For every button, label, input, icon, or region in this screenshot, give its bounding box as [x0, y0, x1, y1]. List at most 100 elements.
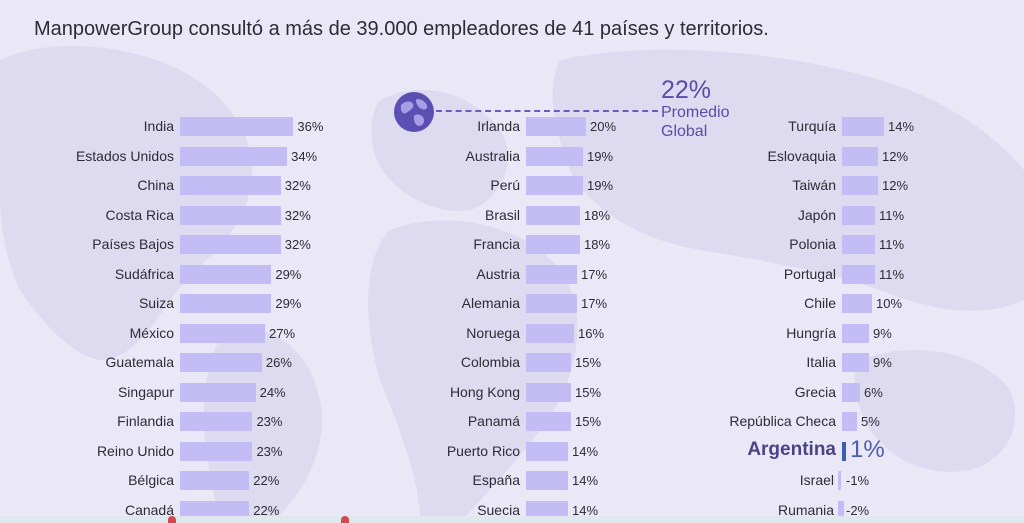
country-value: 9%: [873, 355, 892, 370]
country-bar: [180, 382, 256, 402]
country-bar: [180, 235, 281, 254]
country-label: India: [143, 118, 174, 134]
country-value: -2%: [846, 502, 870, 518]
country-value: 11%: [879, 266, 905, 282]
country-value: 11%: [879, 207, 905, 223]
country-value: 22%: [253, 502, 280, 518]
country-label: Guatemala: [105, 354, 174, 370]
country-value: 17%: [581, 266, 608, 282]
country-bar: [526, 205, 580, 225]
country-label: Australia: [465, 147, 520, 164]
taskbar-app-icon[interactable]: [341, 516, 349, 523]
taskbar-app-icon[interactable]: [168, 516, 176, 523]
country-bar: [180, 146, 288, 166]
country-value: 26%: [265, 355, 292, 370]
country-label: China: [137, 177, 174, 193]
country-value: 34%: [291, 148, 318, 164]
country-value: 15%: [575, 355, 602, 370]
country-bar: [842, 264, 875, 284]
country-label: México: [129, 324, 174, 341]
bottom-taskbar-strip: [0, 516, 1024, 523]
country-value: 15%: [575, 384, 602, 400]
country-bar: [526, 500, 568, 520]
country-label: Austria: [476, 265, 520, 282]
country-value: 27%: [269, 325, 296, 341]
country-label: Japón: [797, 206, 836, 223]
country-value: 23%: [256, 414, 283, 429]
country-label: Panamá: [467, 413, 520, 429]
country-bar: [180, 176, 281, 195]
country-value: 32%: [284, 178, 311, 193]
country-label: Costa Rica: [105, 206, 174, 223]
country-label: Chile: [804, 295, 836, 311]
country-value: 12%: [882, 178, 909, 193]
country-bar: [842, 323, 869, 343]
country-value: 17%: [581, 296, 608, 311]
country-bar: [180, 264, 272, 284]
country-label: Canadá: [124, 501, 174, 518]
country-label: Rumania: [777, 501, 834, 518]
global-average-value: 22%: [661, 76, 712, 104]
country-value: 19%: [587, 178, 614, 193]
country-label: Suecia: [477, 501, 520, 518]
country-label: España: [472, 472, 520, 488]
country-label: Colombia: [460, 354, 520, 370]
country-bar: [180, 353, 262, 372]
country-label: Alemania: [461, 295, 520, 311]
country-bar: [180, 323, 266, 343]
country-label: Grecia: [794, 383, 836, 400]
country-label: Reino Unido: [96, 442, 174, 459]
country-bar: [180, 205, 281, 225]
country-value: 10%: [876, 296, 903, 311]
country-label: Noruega: [466, 324, 520, 341]
country-bar: [526, 353, 571, 372]
country-label: Taiwán: [792, 177, 836, 193]
country-bar: [842, 146, 878, 166]
country-label: Israel: [799, 472, 834, 488]
country-bar: [526, 471, 568, 490]
average-connector-line: [436, 110, 658, 112]
country-label: Brasil: [484, 206, 520, 223]
country-bar: [842, 294, 872, 313]
country-bar: [526, 235, 580, 254]
country-bar: [526, 412, 571, 431]
country-label: Turquía: [788, 118, 836, 134]
country-value: 15%: [575, 414, 602, 429]
country-label: Finlandia: [117, 413, 174, 429]
country-value: 14%: [888, 119, 915, 134]
country-bar: [180, 441, 253, 461]
country-bar: [180, 117, 294, 136]
country-label: Argentina: [747, 438, 836, 460]
country-value: 16%: [578, 325, 605, 341]
country-bar: [842, 412, 857, 431]
country-value: 29%: [275, 266, 302, 282]
country-value: 22%: [253, 473, 280, 488]
global-average-label-line2: Global: [661, 123, 708, 140]
country-bar: [526, 264, 577, 284]
country-label: Portugal: [783, 265, 836, 282]
country-value: 19%: [587, 148, 614, 164]
country-bar: [842, 382, 860, 402]
country-label: República Checa: [729, 413, 836, 429]
country-bar: [180, 294, 272, 313]
country-bar: [526, 117, 586, 136]
country-value: -1%: [846, 473, 870, 488]
country-bar: [180, 500, 250, 520]
country-value: 11%: [879, 237, 905, 252]
country-label: Sudáfrica: [114, 265, 174, 282]
country-value: 24%: [259, 384, 286, 400]
country-label: Bélgica: [128, 472, 174, 488]
country-bar: [842, 441, 846, 461]
country-bar: [838, 471, 841, 490]
country-label: Polonia: [789, 236, 836, 252]
country-bar: [526, 146, 583, 166]
country-label: Italia: [806, 354, 836, 370]
country-bar: [180, 412, 253, 431]
country-bar: [526, 323, 574, 343]
country-value: 14%: [572, 473, 599, 488]
country-value: 5%: [861, 414, 880, 429]
country-label: Hungría: [786, 324, 836, 341]
country-value: 1%: [850, 435, 885, 463]
country-bar: [526, 441, 568, 461]
country-value: 20%: [590, 119, 617, 134]
